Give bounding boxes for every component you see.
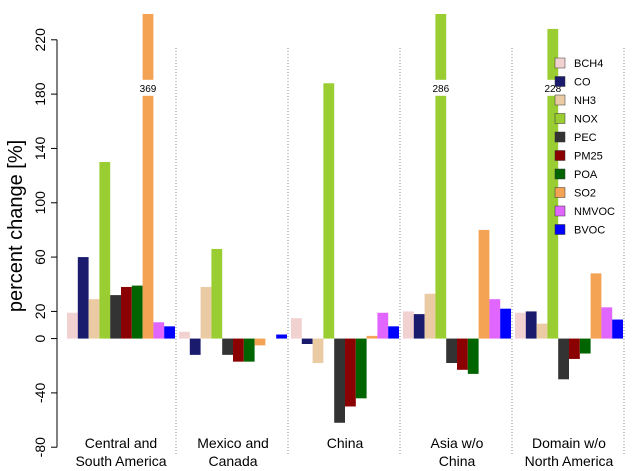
bar	[355, 338, 367, 399]
bar	[345, 338, 356, 407]
bar	[601, 307, 613, 339]
x-tick-label: Asia w/o China	[430, 435, 484, 469]
x-tick-label: China	[326, 435, 364, 451]
bar	[131, 285, 143, 339]
x-tick-label: Mexico and Canada	[197, 435, 269, 469]
bar	[388, 326, 399, 339]
bar	[110, 295, 121, 339]
bar	[312, 338, 324, 364]
y-tick-label: 0	[32, 334, 48, 342]
bar	[121, 286, 132, 339]
bar	[334, 338, 345, 423]
value-label-bg	[425, 79, 457, 96]
bar	[457, 338, 468, 370]
bar	[153, 322, 165, 339]
value-label: 369	[140, 84, 157, 95]
bar	[500, 308, 511, 339]
bar	[579, 338, 591, 354]
bar	[200, 286, 212, 339]
legend-label: SO2	[574, 188, 596, 200]
bar	[590, 273, 602, 339]
bar	[377, 312, 389, 339]
bar	[558, 338, 569, 380]
legend-label: BVOC	[574, 225, 605, 237]
y-tick-label: 140	[32, 137, 48, 161]
bar	[612, 319, 623, 339]
bar	[366, 335, 378, 339]
bar	[88, 299, 100, 339]
bar	[189, 338, 201, 355]
y-axis-label: percent change [%]	[5, 140, 27, 312]
bar	[547, 28, 559, 339]
legend-swatch	[554, 187, 566, 198]
bar	[291, 318, 302, 339]
legend-swatch	[554, 224, 566, 235]
value-label-bg	[132, 79, 164, 96]
legend-label: NH3	[574, 95, 596, 107]
bar	[254, 338, 266, 346]
legend-swatch	[554, 131, 566, 143]
bar	[413, 314, 425, 339]
bar	[77, 257, 89, 339]
bar	[276, 334, 287, 339]
bar	[525, 311, 537, 339]
y-tick-label: 100	[32, 191, 48, 215]
bar	[403, 311, 414, 339]
bar	[467, 338, 479, 374]
legend-label: BCH4	[574, 58, 603, 70]
value-label: 286	[432, 84, 449, 95]
legend-label: POA	[574, 169, 598, 181]
bar	[489, 299, 501, 339]
bar	[515, 312, 526, 339]
bar	[233, 338, 244, 362]
legend-label: PEC	[574, 132, 597, 144]
legend-label: NOX	[574, 114, 599, 126]
bar	[323, 83, 335, 339]
bar	[569, 338, 580, 359]
bar	[179, 331, 190, 339]
bar	[142, 14, 154, 339]
bar	[446, 338, 457, 364]
legend-label: PM25	[574, 151, 603, 163]
bar	[67, 312, 78, 339]
bar	[222, 338, 233, 355]
bar	[164, 326, 175, 339]
bar	[478, 229, 490, 339]
legend-swatch	[554, 94, 566, 106]
legend-swatch	[554, 76, 566, 87]
bar	[211, 248, 223, 339]
bar	[243, 338, 255, 362]
x-tick-label: Domain w/o North America	[524, 435, 614, 469]
legend-label: NMVOC	[574, 206, 615, 218]
y-tick-label: -40	[32, 383, 48, 403]
bar	[99, 162, 111, 339]
legend-swatch	[554, 168, 566, 180]
bar	[536, 323, 548, 339]
x-tick-label: Central and South America	[75, 435, 167, 469]
y-tick-label: 180	[32, 82, 48, 106]
bar	[435, 14, 447, 339]
y-tick-label: -80	[32, 437, 48, 457]
value-label: 228	[544, 84, 561, 95]
legend-swatch	[554, 150, 566, 161]
legend-swatch	[554, 57, 566, 69]
y-tick-label: 60	[32, 249, 48, 265]
legend-label: CO	[574, 77, 591, 89]
bar	[424, 293, 436, 339]
legend-swatch	[554, 205, 566, 217]
legend-swatch	[554, 113, 566, 124]
y-tick-label: 220	[32, 28, 48, 52]
y-tick-label: 20	[32, 303, 48, 319]
bar	[301, 338, 313, 344]
